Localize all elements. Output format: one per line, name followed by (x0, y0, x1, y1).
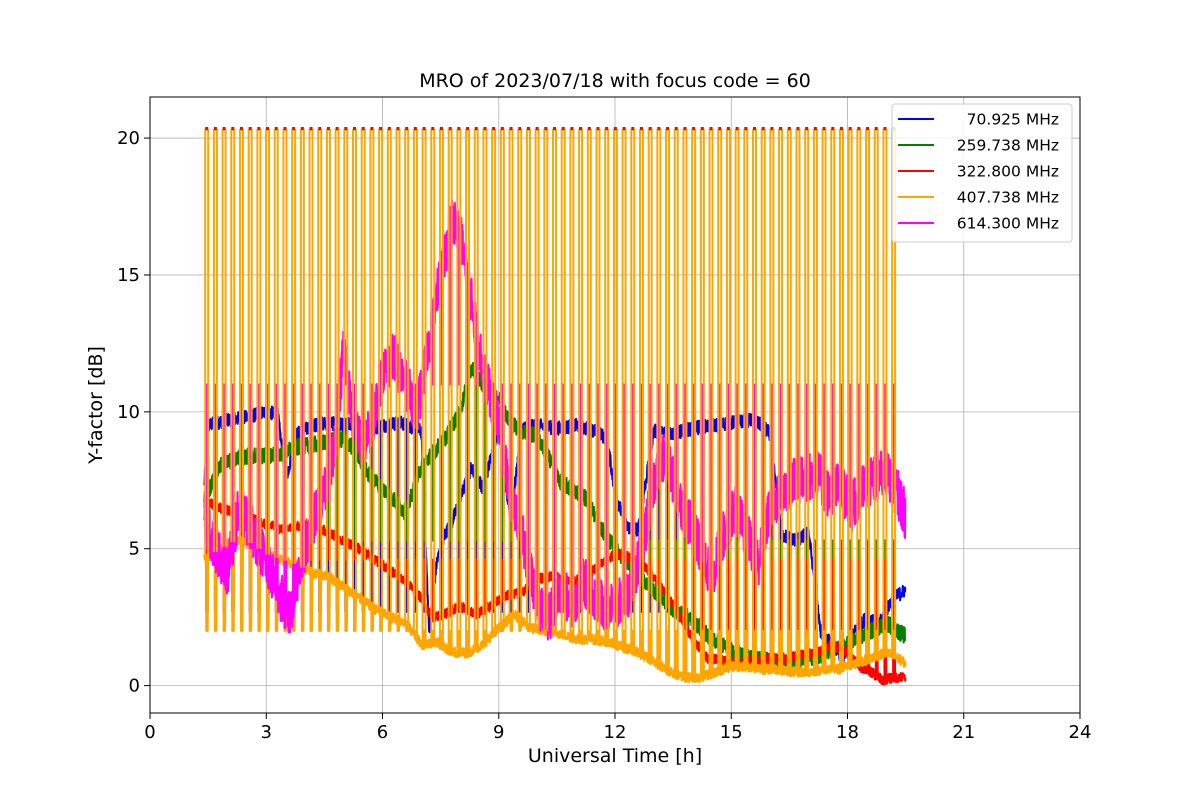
x-axis-label: Universal Time [h] (528, 745, 702, 767)
legend-label: 614.300 MHz (957, 215, 1059, 233)
legend: 70.925 MHz 259.738 MHz 322.800 MHz 407.738 … (891, 103, 1073, 243)
y-tick-label: 5 (129, 539, 140, 560)
x-tick-label: 3 (261, 722, 272, 743)
x-tick-label: 9 (493, 722, 504, 743)
calibration-spikes (204, 126, 897, 678)
legend-box (891, 103, 1073, 243)
x-tick-label: 24 (1069, 722, 1092, 743)
x-tick-label: 15 (720, 722, 743, 743)
x-tick-label: 12 (604, 722, 627, 743)
series-layer (203, 126, 907, 686)
legend-items: 70.925 MHz 259.738 MHz 322.800 MHz 407.738 … (898, 111, 1059, 233)
x-tick-label: 18 (836, 722, 859, 743)
y-axis-label: Y-factor [dB] (85, 346, 107, 465)
y-tick-label: 20 (117, 128, 140, 149)
legend-label: 322.800 MHz (957, 163, 1059, 181)
x-tick-label: 6 (377, 722, 388, 743)
x-axis-ticks: 0 3 6 9 12 15 18 21 24 (144, 713, 1091, 743)
y-axis-ticks: 0 5 10 15 20 (117, 128, 150, 697)
x-tick-label: 21 (952, 722, 975, 743)
y-tick-label: 10 (117, 402, 140, 423)
chart-title: MRO of 2023/07/18 with focus code = 60 (419, 70, 811, 92)
y-tick-label: 15 (117, 265, 140, 286)
legend-label: 259.738 MHz (957, 137, 1059, 155)
legend-label: 407.738 MHz (957, 189, 1059, 207)
y-tick-label: 0 (129, 676, 140, 697)
legend-label: 70.925 MHz (967, 111, 1059, 129)
x-tick-label: 0 (144, 722, 155, 743)
